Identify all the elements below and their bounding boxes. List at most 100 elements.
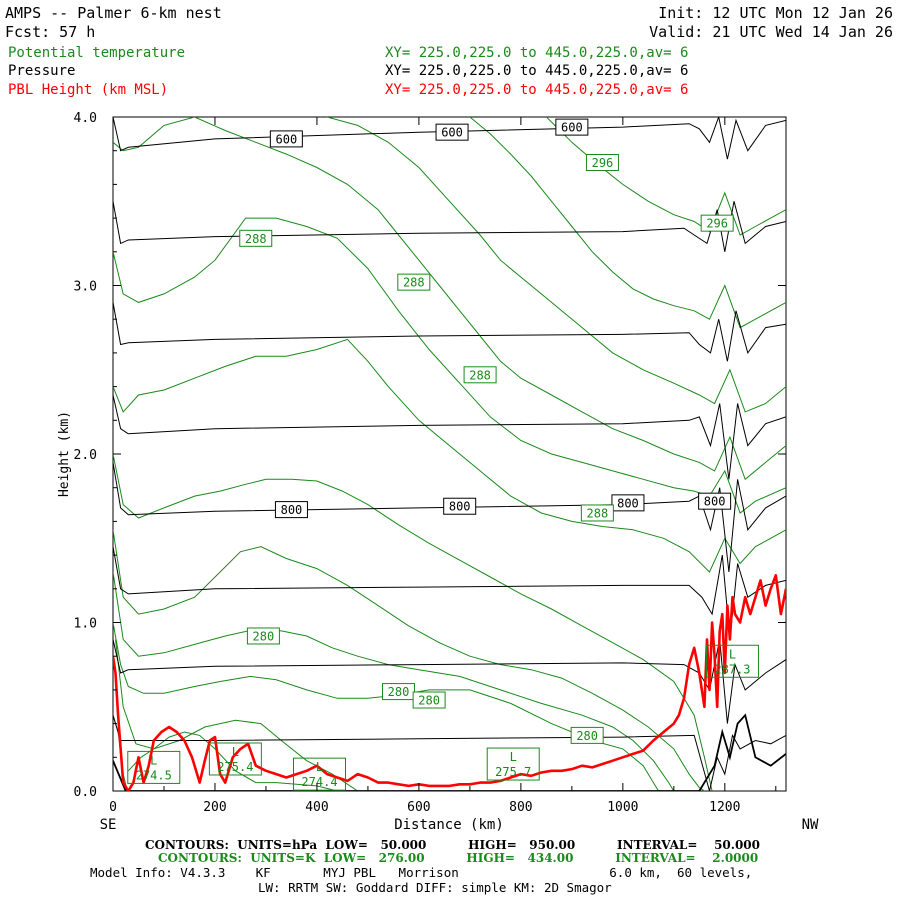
y-tick-label-1: 1.0 xyxy=(74,617,97,632)
contour-label-text: 280 xyxy=(388,685,410,699)
x-tick-label-1: 200 xyxy=(203,800,226,815)
x-tick-label-6: 1200 xyxy=(709,800,740,815)
contour-label-text: 800 xyxy=(281,503,303,517)
contour-label-text: 280 xyxy=(576,729,598,743)
pressure-contour-7 xyxy=(113,201,786,252)
footer-model-info: Model Info: V4.3.3 KF MYJ PBL Morrison 6… xyxy=(90,865,752,880)
axes: 0 200 400 600 800 1000 1200 0.0 1.0 2.0 3.0 4.0 xyxy=(74,111,786,815)
contour-label-7: 296 xyxy=(585,153,619,171)
chart-title: AMPS -- Palmer 6-km nest xyxy=(5,4,222,22)
pressure-contour-4 xyxy=(113,462,786,573)
pressure-contour-2 xyxy=(113,639,786,724)
theta-contour-9 xyxy=(113,117,786,481)
contour-label-2: 600 xyxy=(555,118,589,136)
contour-label-3: 800 xyxy=(274,501,308,519)
contour-labels: 600 600 600 800 800 800 800 296 296 288 288 288 288 2… xyxy=(239,118,734,744)
y-tick-label-2: 2.0 xyxy=(74,448,97,463)
contour-label-text: 280 xyxy=(418,694,440,708)
pbl-height-series xyxy=(113,573,786,791)
low-marker-value: 275.7 xyxy=(495,765,531,779)
contour-label-6: 800 xyxy=(698,492,732,510)
x-tick-label-0: 0 xyxy=(109,800,117,815)
field-xy-pressure: XY= 225.0,225.0 to 445.0,225.0,av= 6 xyxy=(385,63,688,79)
pressure-contour-6 xyxy=(113,302,786,362)
contour-label-text: 800 xyxy=(617,496,639,510)
pressure-contour-0 xyxy=(113,713,786,791)
y-tick-label-4: 4.0 xyxy=(74,111,97,126)
x-left-end-label: SE xyxy=(100,817,117,833)
low-marker-letter: L xyxy=(729,647,736,661)
contour-label-9: 288 xyxy=(239,229,273,247)
footer-pressure-contours: CONTOURS: UNITS=hPa LOW= 50.000 HIGH= 95… xyxy=(145,838,760,852)
theta-contour-6 xyxy=(113,453,713,791)
contour-label-13: 280 xyxy=(246,627,280,645)
contour-label-15: 280 xyxy=(412,691,446,709)
theta-contour-10 xyxy=(326,117,786,413)
init-time: Init: 12 UTC Mon 12 Jan 26 xyxy=(658,4,893,22)
contour-label-text: 800 xyxy=(704,495,726,509)
contour-label-10: 288 xyxy=(397,273,431,291)
low-marker-value: 287.3 xyxy=(714,662,750,676)
theta-contour-5 xyxy=(113,529,705,791)
contour-label-text: 600 xyxy=(441,126,463,140)
contour-label-text: 800 xyxy=(449,500,471,514)
contour-label-14: 280 xyxy=(382,683,416,701)
field-name-pressure: Pressure xyxy=(8,63,75,79)
contour-label-text: 296 xyxy=(592,156,614,170)
theta-contour-11 xyxy=(469,117,786,329)
x-right-end-label: NW xyxy=(802,817,819,833)
x-axis-label: Distance (km) xyxy=(394,817,504,833)
field-name-pbl: PBL Height (km MSL) xyxy=(8,82,168,98)
low-marker-value: 274.4 xyxy=(301,775,337,789)
contour-label-text: 600 xyxy=(276,132,298,146)
contour-label-text: 296 xyxy=(706,217,728,231)
y-tick-label-0: 0.0 xyxy=(74,785,97,800)
footer-theta-contours: CONTOURS: UNITS=K LOW= 276.00 HIGH= 434.… xyxy=(158,851,758,865)
forecast-hour: Fcst: 57 h xyxy=(5,23,95,41)
x-tick-label-3: 600 xyxy=(407,800,430,815)
field-name-theta: Potential temperature xyxy=(8,45,185,61)
contour-label-16: 280 xyxy=(570,726,604,744)
contour-label-8: 296 xyxy=(700,214,734,232)
contour-label-text: 280 xyxy=(253,629,275,643)
contour-label-0: 600 xyxy=(269,130,303,148)
low-marker-value: 275.4 xyxy=(217,760,253,774)
contour-label-4: 800 xyxy=(443,497,477,515)
theta-contour-4 xyxy=(113,571,675,791)
low-marker-letter: L xyxy=(232,745,239,759)
contour-label-text: 288 xyxy=(403,276,425,290)
contour-label-5: 800 xyxy=(611,494,645,512)
x-tick-label-5: 1000 xyxy=(607,800,638,815)
contour-label-1: 600 xyxy=(435,123,469,141)
theta-contour-7 xyxy=(113,338,786,573)
pressure-contour-5 xyxy=(113,394,786,480)
low-marker-letter: L xyxy=(150,753,157,767)
field-xy-pbl: XY= 225.0,225.0 to 445.0,225.0,av= 6 xyxy=(385,82,688,98)
x-tick-label-2: 400 xyxy=(305,800,328,815)
field-xy-theta: XY= 225.0,225.0 to 445.0,225.0,av= 6 xyxy=(385,45,688,61)
low-marker-letter: L xyxy=(316,760,323,774)
pressure-contour-3 xyxy=(113,546,786,640)
contour-label-11: 288 xyxy=(463,366,497,384)
pressure-contour-8 xyxy=(113,117,786,160)
theta-contour-3 xyxy=(113,622,659,791)
contour-label-text: 288 xyxy=(245,232,267,246)
contour-label-text: 600 xyxy=(561,121,583,135)
contour-label-12: 288 xyxy=(580,504,614,522)
contour-label-text: 288 xyxy=(469,368,491,382)
contour-label-text: 288 xyxy=(587,506,609,520)
footer-physics-info: LW: RRTM SW: Goddard DIFF: simple KM: 2D… xyxy=(258,880,612,895)
y-tick-label-3: 3.0 xyxy=(74,280,97,295)
valid-time: Valid: 21 UTC Wed 14 Jan 26 xyxy=(649,23,893,41)
low-marker-letter: L xyxy=(510,750,517,764)
pressure-contour-1 xyxy=(113,715,786,791)
theta-contour-2 xyxy=(115,639,358,791)
theta-contour-8 xyxy=(113,217,786,514)
